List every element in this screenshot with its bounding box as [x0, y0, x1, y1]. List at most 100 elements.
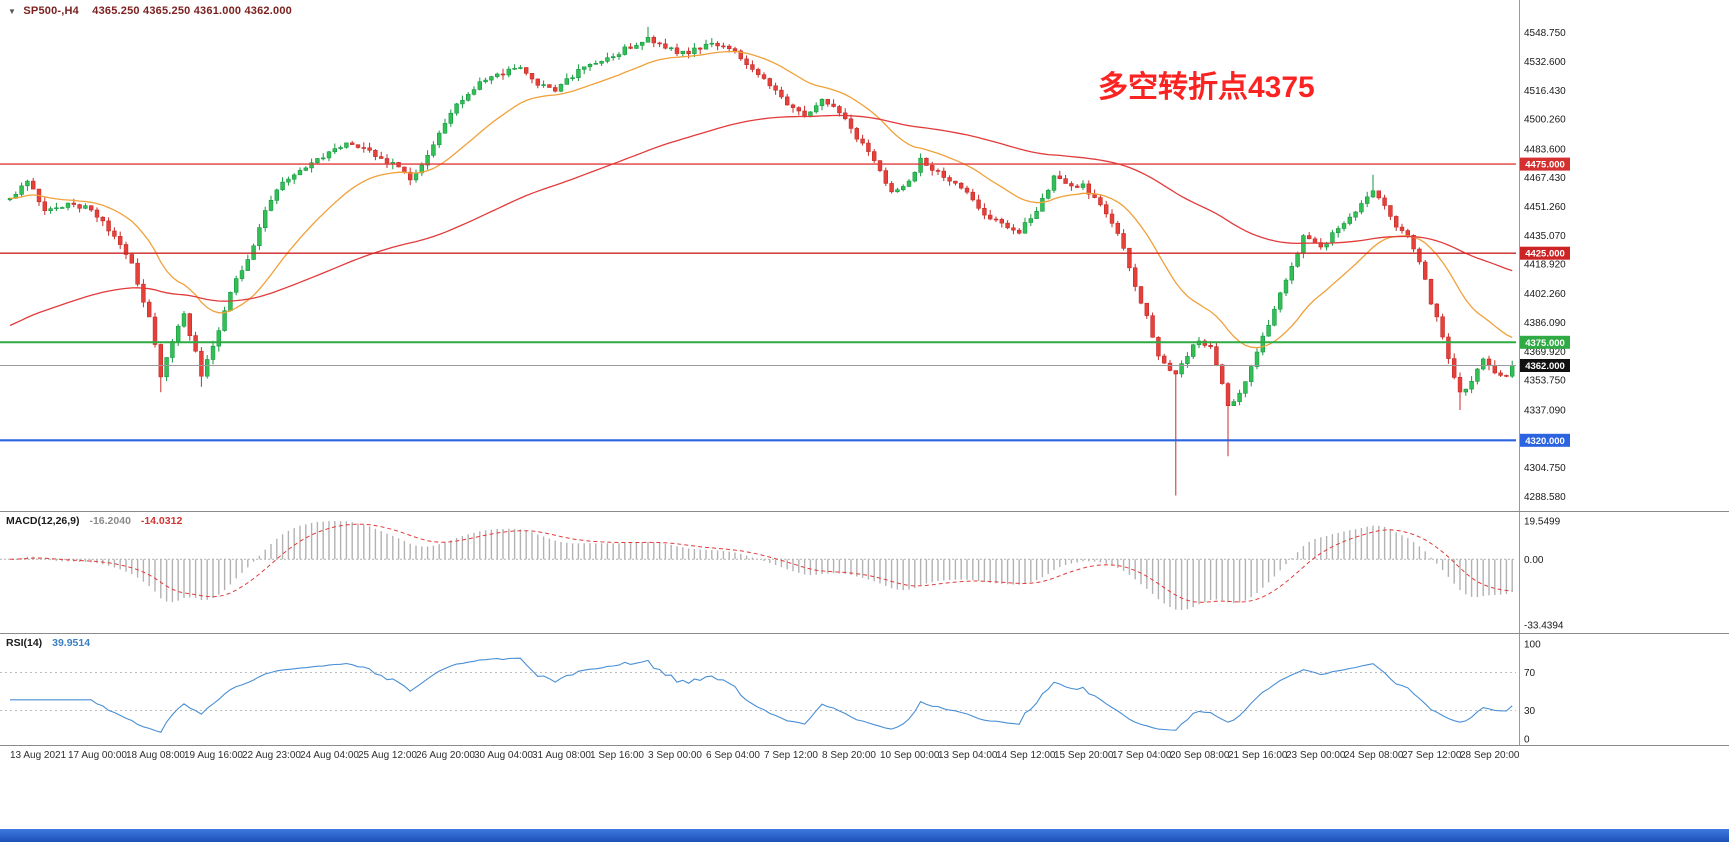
candle-body [697, 47, 703, 50]
candle-body [668, 47, 674, 50]
candle-body [906, 180, 912, 187]
candle-body [477, 81, 482, 90]
candle-body [1231, 401, 1237, 407]
rsi-header: RSI(14) 39.9514 [6, 637, 90, 649]
candle-body [1475, 368, 1480, 382]
line-series [9, 114, 1513, 327]
candle-body [616, 54, 622, 57]
time-label: 22 Aug 23:00 [242, 750, 301, 761]
candle-body [332, 148, 337, 153]
candle-body [628, 46, 633, 49]
candle-body [320, 157, 326, 160]
candle-body [1162, 355, 1167, 364]
candle-body [1388, 205, 1393, 217]
candle-body [1336, 228, 1341, 233]
candle-body [89, 205, 94, 211]
price-axis-tick: 4532.600 [1524, 57, 1566, 68]
candle-body [59, 207, 65, 209]
candle-body [1463, 388, 1469, 393]
candle-body [709, 42, 715, 45]
candle-body [982, 208, 987, 216]
time-label: 27 Sep 12:00 [1402, 750, 1462, 761]
candle-body [570, 77, 575, 79]
candle-body [1046, 190, 1051, 199]
candle-body [1150, 315, 1155, 338]
candle-body [941, 170, 947, 178]
candle-body [1138, 286, 1144, 304]
candle-body [210, 345, 216, 360]
price-axis-tick: 4304.750 [1524, 463, 1566, 474]
candle-body [761, 74, 767, 79]
candle-body [83, 205, 88, 209]
taskbar-strip[interactable] [0, 829, 1729, 842]
candle-body [581, 66, 587, 70]
price-axis-tick: 4435.070 [1524, 231, 1566, 242]
candle-body [518, 67, 523, 69]
candle-body [1330, 232, 1335, 244]
candle-body [999, 219, 1005, 224]
main-price-chart[interactable]: 4548.750 4532.600 4516.430 4500.260 4483.600… [0, 0, 1729, 511]
candle-body [112, 230, 117, 237]
candle-body [1382, 197, 1387, 206]
candle-body [239, 270, 245, 279]
candle-body [750, 64, 755, 70]
rsi-axis-tick: 70 [1524, 668, 1536, 679]
time-label: 1 Sep 16:00 [590, 750, 644, 761]
candle-body [744, 58, 749, 66]
price-axis-tick: 4483.600 [1524, 144, 1566, 155]
svg-text:4362.000: 4362.000 [1525, 361, 1565, 372]
macd-indicator-panel[interactable]: 19.5499 0.00 -33.4394 [0, 512, 1729, 633]
candle-body [703, 43, 709, 50]
candle-body [262, 210, 268, 229]
candle-body [1510, 365, 1515, 377]
candle-body [1051, 175, 1057, 191]
dropdown-icon[interactable]: ▼ [8, 7, 17, 16]
price-axis-tick: 4288.580 [1524, 492, 1566, 503]
candle-body [1022, 222, 1028, 234]
candle-body [500, 73, 506, 76]
candle-body [1179, 363, 1184, 375]
macd-axis-tick: 19.5499 [1524, 516, 1561, 527]
price-axis-tick: 4386.090 [1524, 318, 1566, 329]
candle-body [825, 99, 831, 105]
candle-body [599, 60, 604, 64]
candle-body [755, 69, 761, 76]
time-label: 14 Sep 12:00 [996, 750, 1056, 761]
price-level-label [1520, 246, 1570, 260]
svg-text:4375.000: 4375.000 [1525, 338, 1565, 349]
candle-body [1365, 196, 1370, 204]
rsi-indicator-panel[interactable]: 100 70 30 0 [0, 634, 1729, 745]
candle-body [1411, 235, 1416, 250]
candle-body [576, 69, 581, 79]
candle-body [460, 100, 465, 105]
candle-body [234, 278, 239, 293]
price-level-label [1520, 335, 1570, 349]
candle-body [674, 47, 680, 54]
candle-body [274, 189, 279, 201]
candle-body [610, 56, 616, 58]
candle-body [1133, 267, 1138, 287]
price-axis-tick: 4548.750 [1524, 28, 1566, 39]
candle-body [1452, 358, 1457, 378]
price-axis-tick: 4451.260 [1524, 202, 1566, 213]
candle-body [1034, 211, 1039, 219]
candle-body [141, 283, 146, 303]
candle-body [344, 142, 349, 148]
candle-body [692, 47, 697, 54]
candle-body [895, 189, 900, 193]
candle-body [993, 218, 999, 221]
candle-body [349, 142, 355, 145]
time-label: 6 Sep 04:00 [706, 750, 760, 761]
candle-body [535, 78, 541, 86]
candle-body [42, 201, 48, 212]
price-level-label [1520, 433, 1570, 447]
candle-body [425, 155, 430, 166]
candle-body [1069, 183, 1074, 187]
candle-body [639, 41, 645, 46]
candle-body [541, 84, 546, 86]
candle-body [929, 165, 935, 171]
candle-body [738, 50, 744, 60]
candle-body [25, 180, 30, 187]
time-label: 24 Aug 04:00 [300, 750, 359, 761]
candle-body [912, 172, 918, 182]
